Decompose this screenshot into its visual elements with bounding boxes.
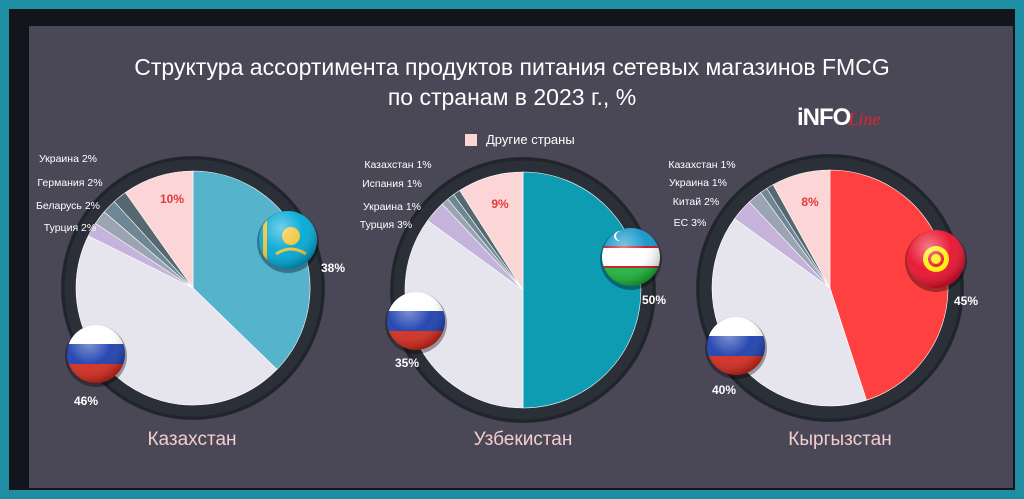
chart-title-line1: Структура ассортимента продуктов питания… bbox=[134, 54, 890, 80]
slice-value-label: 50% bbox=[642, 293, 666, 307]
logo-part1: iNFO bbox=[797, 104, 851, 131]
slice-value-label: 8% bbox=[801, 195, 819, 209]
pie-chart-1: 38% 46% 10% Турция 2% Беларусь 2% Германия 2%… bbox=[36, 153, 345, 450]
kyrgyzstan-flag-icon bbox=[905, 230, 967, 292]
slice-value-label: 35% bbox=[395, 356, 419, 370]
uzbekistan-flag-icon bbox=[600, 228, 662, 290]
legend-swatch bbox=[465, 133, 477, 146]
russia-flag-icon bbox=[385, 292, 447, 354]
logo-part2: Line bbox=[848, 109, 881, 129]
pie-ring-edge bbox=[61, 156, 325, 420]
russia-flag-icon bbox=[705, 317, 767, 379]
small-slice-label: Китай 2% bbox=[673, 196, 719, 208]
pie-slice bbox=[522, 171, 642, 409]
slice-value-label: 9% bbox=[491, 197, 509, 211]
small-slice-label: Украина 2% bbox=[39, 153, 97, 165]
legend: Другие страны bbox=[465, 132, 575, 147]
chart-title: Структура ассортимента продуктов питания… bbox=[0, 52, 1024, 112]
pie-slice bbox=[75, 235, 278, 406]
small-slice-label: Украина 1% bbox=[363, 201, 421, 213]
pie-ring-edge bbox=[696, 154, 964, 422]
legend-label: Другие страны bbox=[486, 132, 575, 147]
pie-slice bbox=[459, 171, 524, 292]
slice-value-label: 10% bbox=[160, 192, 184, 206]
pie-chart-3: 45% 40% 8% ЕС 3% Китай 2% Украина 1% Казахстан… bbox=[668, 154, 978, 450]
small-slice-label: Испания 1% bbox=[362, 178, 422, 190]
chart-title-line2: по странам в 2023 г., % bbox=[387, 84, 637, 110]
small-slice-label: Казахстан 1% bbox=[364, 159, 431, 171]
russia-flag-icon bbox=[65, 325, 127, 387]
small-slice-label: ЕС 3% bbox=[674, 217, 707, 229]
pie-ring-edge bbox=[390, 157, 656, 423]
chart-country-name: Казахстан bbox=[147, 429, 236, 450]
small-slice-label: Украина 1% bbox=[669, 177, 727, 189]
chart-country-name: Кыргызстан bbox=[788, 429, 891, 450]
small-slice-label: Беларусь 2% bbox=[36, 200, 100, 212]
slice-value-label: 40% bbox=[712, 383, 736, 397]
slice-value-label: 45% bbox=[954, 294, 978, 308]
small-slice-label: Казахстан 1% bbox=[668, 159, 735, 171]
slice-value-label: 38% bbox=[321, 261, 345, 275]
slice-value-label: 46% bbox=[74, 394, 98, 408]
kazakhstan-flag-icon bbox=[257, 211, 319, 273]
pie-slice bbox=[124, 170, 194, 289]
small-slice-label: Турция 2% bbox=[44, 222, 96, 234]
small-slice-label: Турция 3% bbox=[360, 219, 412, 231]
pie-chart-2: 50% 35% 9% Турция 3% Украина 1% Испания 1% Каз… bbox=[360, 157, 666, 450]
chart-country-name: Узбекистан bbox=[474, 429, 573, 450]
pie-slice bbox=[772, 169, 831, 289]
infoline-logo: iNFOLine bbox=[797, 104, 880, 132]
small-slice-label: Германия 2% bbox=[37, 177, 102, 189]
